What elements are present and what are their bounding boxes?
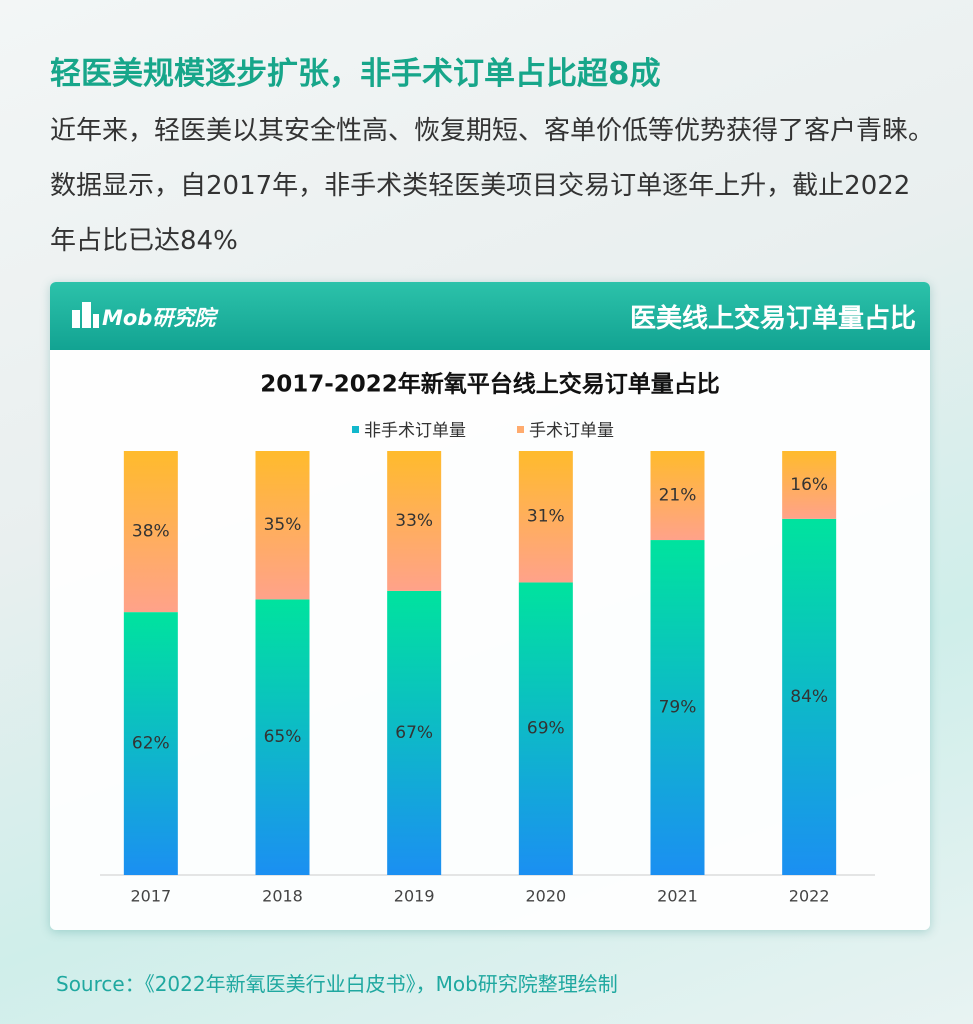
bar-segment xyxy=(387,590,442,875)
bar-segment xyxy=(518,451,573,583)
data-label: 31% xyxy=(527,507,565,527)
x-tick-label: 2017 xyxy=(130,887,171,906)
chart: 2017-2022年新氧平台线上交易订单量占比 非手术订单量 手术订单量 62% 38… xyxy=(100,371,875,906)
data-label: 84% xyxy=(790,687,828,707)
bar-segment xyxy=(123,451,178,613)
chart-title: 2017-2022年新氧平台线上交易订单量占比 xyxy=(260,371,720,398)
x-tick-label: 2020 xyxy=(525,887,566,906)
intro-text: 近年来，轻医美以其安全性高、恢复期短、客单价低等优势获得了客户青睐。数据显示，自… xyxy=(50,116,935,256)
bar-segment xyxy=(387,451,442,591)
source: Source：《2022年新氧医美行业白皮书》，Mob研究院整理绘制 xyxy=(56,972,618,996)
bar-segment xyxy=(650,451,705,541)
legend-label: 非手术订单量 xyxy=(364,421,466,441)
data-label: 35% xyxy=(264,515,302,535)
data-label: 21% xyxy=(659,486,697,506)
logo: Mob研究院 xyxy=(102,306,216,330)
legend-label: 手术订单量 xyxy=(529,421,614,441)
panel-title: 医美线上交易订单量占比 xyxy=(629,304,916,334)
bar-segment xyxy=(255,599,310,875)
bar-segment xyxy=(650,540,705,875)
logo-icon xyxy=(72,302,99,328)
bar-segment xyxy=(782,451,837,519)
bar-segment xyxy=(518,582,573,875)
data-label: 67% xyxy=(395,723,433,743)
legend-swatch xyxy=(517,426,524,433)
heading: 轻医美规模逐步扩张，非手术订单占比超8成 xyxy=(50,56,661,92)
x-tick-label: 2021 xyxy=(657,887,698,906)
chart-panel: Mob研究院 医美线上交易订单量占比 2017-2022年新氧平台线上交易订单量… xyxy=(50,282,930,930)
data-label: 16% xyxy=(790,475,828,495)
legend-swatch xyxy=(352,426,359,433)
bar-segment xyxy=(782,518,837,875)
data-label: 62% xyxy=(132,734,170,754)
data-label: 38% xyxy=(132,522,170,542)
data-label: 33% xyxy=(395,511,433,531)
x-tick-label: 2018 xyxy=(262,887,303,906)
bar-segment xyxy=(255,451,310,600)
panel-header: Mob研究院 医美线上交易订单量占比 xyxy=(50,282,930,350)
x-tick-label: 2019 xyxy=(394,887,435,906)
x-tick-label: 2022 xyxy=(789,887,830,906)
data-label: 69% xyxy=(527,719,565,739)
data-label: 79% xyxy=(659,698,697,718)
bar-segment xyxy=(123,612,178,875)
data-label: 65% xyxy=(264,727,302,747)
